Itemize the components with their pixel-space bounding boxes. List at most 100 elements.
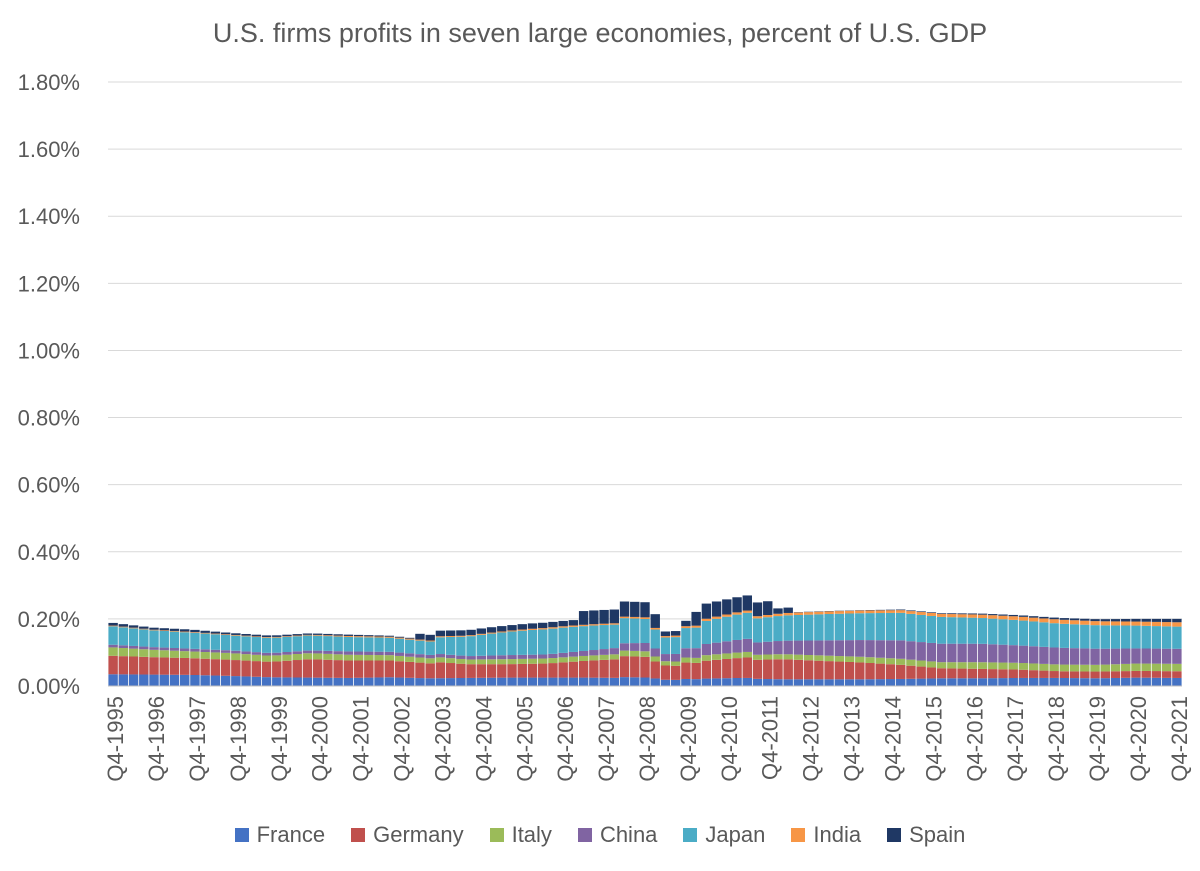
bar-segment-france (1018, 677, 1029, 686)
bar-segment-japan (947, 617, 957, 644)
bar-segment-japan (875, 613, 885, 641)
bar-segment-spain (486, 627, 497, 633)
bar-segment-japan (558, 627, 568, 653)
bar-segment-japan (497, 632, 507, 656)
bar-segment-china (885, 640, 896, 659)
bar-segment-spain (108, 622, 118, 626)
bar-segment-spain (272, 635, 282, 637)
bar-segment-china (220, 650, 231, 653)
bar-segment-china (906, 641, 916, 660)
bar-segment-japan (353, 637, 364, 652)
bar-segment-spain (128, 625, 139, 628)
bar-segment-france (896, 678, 906, 686)
bar-segment-india (619, 616, 630, 619)
bar-segment-china (599, 649, 609, 655)
bar-segment-germany (1100, 671, 1110, 679)
bar-segment-italy (1100, 664, 1110, 672)
bar-segment-france (425, 678, 435, 686)
bar-segment-japan (834, 613, 845, 641)
bar-segment-japan (1069, 624, 1080, 649)
bar-segment-france (589, 677, 599, 686)
bar-segment-india (988, 615, 998, 619)
bar-segment-spain (435, 630, 446, 637)
bar-segment-france (977, 678, 988, 686)
bar-segment-india (282, 636, 292, 637)
bar-segment-spain (139, 626, 149, 629)
bar-segment-italy (670, 661, 681, 666)
bar-segment-italy (445, 658, 456, 664)
bar-segment-japan (1059, 623, 1070, 648)
bar-segment-india (445, 635, 456, 637)
bar-segment-japan (231, 635, 241, 651)
bar-segment-france (323, 677, 333, 686)
x-tick-label: Q4-2008 (635, 696, 660, 782)
bar-segment-france (1059, 678, 1070, 686)
bar-segment-germany (711, 659, 722, 679)
bar-segment-china (486, 655, 497, 660)
bar-segment-china (855, 640, 865, 657)
x-tick-label: Q4-2000 (308, 696, 333, 782)
bar-segment-france (660, 679, 671, 686)
bar-segment-spain (415, 633, 425, 640)
bar-segment-italy (210, 652, 221, 660)
bar-segment-italy (1028, 663, 1039, 671)
bar-segment-spain (1008, 614, 1018, 617)
bar-segment-italy (814, 655, 824, 661)
bar-segment-france (875, 679, 885, 686)
bar-segment-spain (1090, 619, 1100, 622)
bar-segment-italy (793, 654, 804, 660)
bar-segment-japan (159, 631, 169, 648)
bar-segment-india (486, 632, 497, 634)
bar-segment-china (619, 643, 630, 651)
x-tick-label: Q4-1998 (226, 696, 251, 782)
bar-segment-china (803, 640, 814, 655)
bar-segment-spain (742, 595, 752, 611)
bar-segment-spain (578, 611, 589, 625)
bar-segment-china (169, 648, 180, 651)
bar-segment-japan (1090, 625, 1100, 649)
bar-segment-spain (1151, 618, 1162, 622)
bar-segment-france (967, 678, 978, 686)
bar-segment-india (855, 610, 865, 614)
x-tick-label: Q4-2013 (840, 696, 865, 782)
bar-segment-china (548, 653, 558, 659)
bar-segment-china (589, 650, 599, 656)
legend-label: Spain (909, 822, 966, 847)
bar-segment-france (568, 677, 579, 686)
bar-segment-india (517, 629, 527, 631)
bar-segment-china (292, 651, 302, 654)
bar-segment-italy (875, 657, 885, 664)
bar-segment-india (323, 635, 333, 637)
bar-segment-china (814, 640, 824, 656)
bar-segment-spain (364, 635, 374, 637)
bar-segment-india (977, 614, 988, 619)
bar-segment-germany (558, 662, 568, 678)
legend-swatch (887, 828, 902, 842)
bars (108, 595, 1182, 686)
bar-segment-india (630, 616, 640, 619)
bar-segment-china (1110, 648, 1121, 665)
bar-segment-spain (701, 603, 712, 619)
bar-segment-germany (732, 658, 742, 678)
bar-segment-spain (660, 631, 671, 637)
bar-segment-italy (957, 662, 967, 669)
bar-segment-germany (844, 661, 855, 680)
bar-segment-india (916, 612, 926, 615)
bar-segment-italy (722, 653, 732, 659)
bar-segment-japan (312, 635, 323, 651)
bar-segment-italy (343, 654, 354, 661)
bar-segment-italy (149, 649, 159, 658)
bar-segment-india (343, 635, 354, 637)
bar-segment-japan (292, 636, 302, 652)
bar-segment-japan (865, 613, 875, 641)
bar-segment-japan (722, 616, 732, 642)
bar-segment-germany (118, 656, 129, 675)
bar-segment-germany (824, 661, 834, 680)
bar-segment-japan (691, 627, 701, 649)
bar-segment-germany (180, 657, 190, 675)
bar-segment-china (947, 643, 957, 663)
bar-segment-china (538, 654, 548, 659)
bar-segment-germany (855, 662, 865, 680)
bar-segment-china (1028, 646, 1039, 664)
bar-segment-spain (967, 613, 978, 615)
